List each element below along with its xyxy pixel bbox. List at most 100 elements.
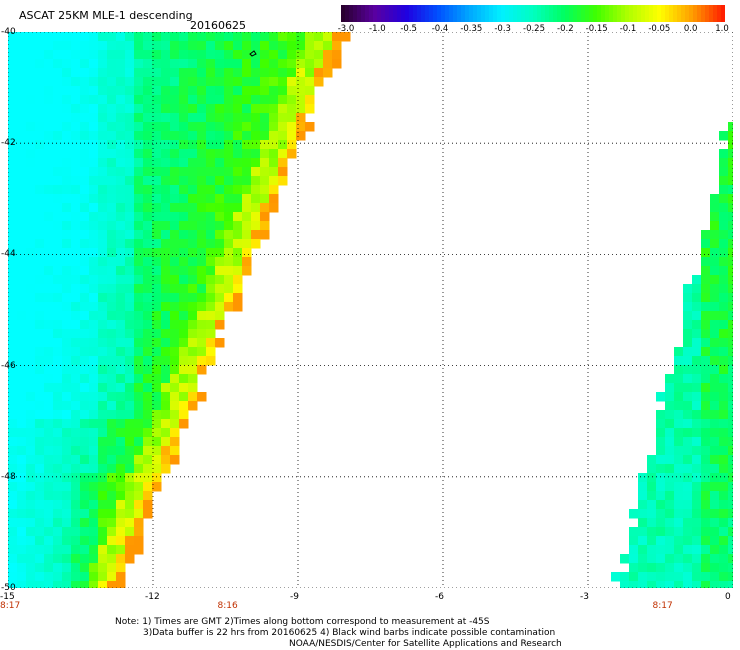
swath-cell — [692, 311, 702, 321]
swath-cell — [8, 176, 18, 186]
swath-cell — [80, 266, 90, 276]
colorbar-segment — [669, 5, 674, 22]
swath-cell — [107, 374, 117, 384]
swath-cell — [89, 374, 99, 384]
swath-cell — [125, 401, 135, 411]
swath-cell — [62, 86, 72, 96]
swath-cell — [719, 437, 729, 447]
swath-cell — [17, 401, 27, 411]
swath-cell — [152, 446, 162, 456]
swath-cell — [728, 194, 733, 204]
swath-cell — [152, 239, 162, 249]
swath-cell — [161, 77, 171, 87]
swath-cell — [683, 302, 693, 312]
swath-cell — [161, 464, 171, 474]
swath-cell — [143, 446, 153, 456]
swath-cell — [215, 140, 225, 150]
swath-cell — [107, 365, 117, 375]
swath-cell — [701, 518, 711, 528]
swath-cell — [53, 248, 63, 258]
swath-cell — [44, 68, 54, 78]
swath-cell — [188, 347, 198, 357]
swath-cell — [143, 104, 153, 114]
swath-cell — [98, 185, 108, 195]
swath-cell — [692, 383, 702, 393]
swath-cell — [125, 122, 135, 132]
swath-cell — [197, 122, 207, 132]
swath-cell — [80, 86, 90, 96]
swath-cell — [134, 437, 144, 447]
swath-cell — [197, 95, 207, 105]
swath-cell — [80, 410, 90, 420]
swath-cell — [215, 203, 225, 213]
swath-cell — [80, 446, 90, 456]
swath-cell — [89, 212, 99, 222]
swath-cell — [692, 581, 702, 588]
swath-cell — [71, 428, 81, 438]
swath-cell — [44, 401, 54, 411]
swath-cell — [656, 545, 666, 555]
swath-cell — [71, 347, 81, 357]
swath-cell — [683, 347, 693, 357]
swath-cell — [26, 392, 36, 402]
swath-cell — [215, 221, 225, 231]
swath-cell — [179, 347, 189, 357]
swath-cell — [98, 77, 108, 87]
swath-cell — [44, 320, 54, 330]
swath-cell — [125, 284, 135, 294]
swath-cell — [125, 41, 135, 51]
swath-cell — [35, 284, 45, 294]
swath-cell — [710, 581, 720, 588]
swath-cell — [710, 230, 720, 240]
colorbar-segment — [601, 5, 606, 22]
swath-cell — [719, 365, 729, 375]
swath-cell — [242, 149, 252, 159]
swath-cell — [80, 392, 90, 402]
swath-cell — [125, 320, 135, 330]
swath-cell — [701, 392, 711, 402]
swath-cell — [62, 158, 72, 168]
swath-cell — [35, 32, 45, 42]
swath-cell — [116, 68, 126, 78]
swath-cell — [719, 392, 729, 402]
swath-cell — [143, 140, 153, 150]
swath-cell — [26, 554, 36, 564]
swath-cell — [44, 104, 54, 114]
swath-cell — [17, 275, 27, 285]
swath-cell — [8, 212, 18, 222]
swath-cell — [287, 140, 297, 150]
swath-cell — [17, 482, 27, 492]
swath-cell — [683, 383, 693, 393]
colorbar-segment — [573, 5, 578, 22]
swath-cell — [8, 104, 18, 114]
swath-cell — [170, 140, 180, 150]
swath-cell — [134, 176, 144, 186]
swath-cell — [35, 428, 45, 438]
swath-cell — [719, 257, 729, 267]
swath-cell — [134, 482, 144, 492]
swath-cell — [35, 266, 45, 276]
swath-cell — [116, 563, 126, 573]
colorbar-segment — [477, 5, 482, 22]
swath-cell — [71, 419, 81, 429]
swath-cell — [206, 266, 216, 276]
swath-cell — [728, 419, 733, 429]
swath-cell — [80, 491, 90, 501]
swath-cell — [170, 248, 180, 258]
swath-cell — [107, 149, 117, 159]
swath-cell — [125, 419, 135, 429]
swath-cell — [26, 329, 36, 339]
swath-cell — [80, 311, 90, 321]
swath-cell — [26, 410, 36, 420]
swath-cell — [143, 257, 153, 267]
swath-cell — [89, 50, 99, 60]
swath-cell — [251, 131, 261, 141]
swath-cell — [152, 302, 162, 312]
swath-cell — [710, 365, 720, 375]
swath-cell — [89, 365, 99, 375]
swath-cell — [206, 140, 216, 150]
swath-cell — [161, 86, 171, 96]
swath-cell — [143, 347, 153, 357]
colorbar-segment — [437, 5, 442, 22]
swath-cell — [35, 527, 45, 537]
